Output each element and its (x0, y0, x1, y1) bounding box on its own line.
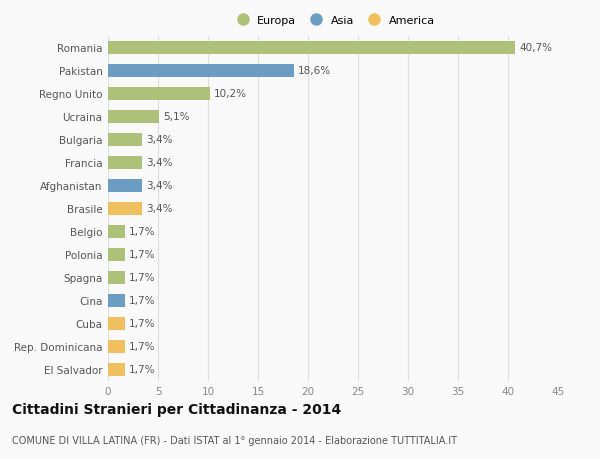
Bar (108, 202, 142, 215)
Bar (108, 317, 125, 330)
Text: 18,6%: 18,6% (298, 66, 331, 76)
Bar (108, 363, 125, 376)
Bar (108, 225, 125, 238)
Text: 10,2%: 10,2% (214, 89, 247, 99)
Text: 1,7%: 1,7% (129, 250, 155, 260)
Bar (108, 134, 142, 146)
Text: 1,7%: 1,7% (129, 319, 155, 329)
Text: 5,1%: 5,1% (163, 112, 190, 122)
Text: 3,4%: 3,4% (146, 135, 173, 145)
Text: 3,4%: 3,4% (146, 158, 173, 168)
Text: 1,7%: 1,7% (129, 364, 155, 375)
Text: COMUNE DI VILLA LATINA (FR) - Dati ISTAT al 1° gennaio 2014 - Elaborazione TUTTI: COMUNE DI VILLA LATINA (FR) - Dati ISTAT… (12, 435, 457, 445)
Text: Cittadini Stranieri per Cittadinanza - 2014: Cittadini Stranieri per Cittadinanza - 2… (12, 402, 341, 416)
Text: 40,7%: 40,7% (519, 43, 552, 53)
Legend: Europa, Asia, America: Europa, Asia, America (229, 13, 437, 28)
Text: 3,4%: 3,4% (146, 181, 173, 191)
Text: 1,7%: 1,7% (129, 273, 155, 283)
Bar (108, 65, 294, 78)
Bar (108, 157, 142, 169)
Bar (108, 294, 125, 307)
Bar (108, 88, 210, 101)
Bar (108, 42, 515, 55)
Bar (108, 340, 125, 353)
Bar (108, 111, 159, 123)
Text: 1,7%: 1,7% (129, 227, 155, 237)
Bar (108, 248, 125, 261)
Text: 3,4%: 3,4% (146, 204, 173, 214)
Bar (108, 179, 142, 192)
Text: 1,7%: 1,7% (129, 341, 155, 352)
Bar (108, 271, 125, 284)
Text: 1,7%: 1,7% (129, 296, 155, 306)
